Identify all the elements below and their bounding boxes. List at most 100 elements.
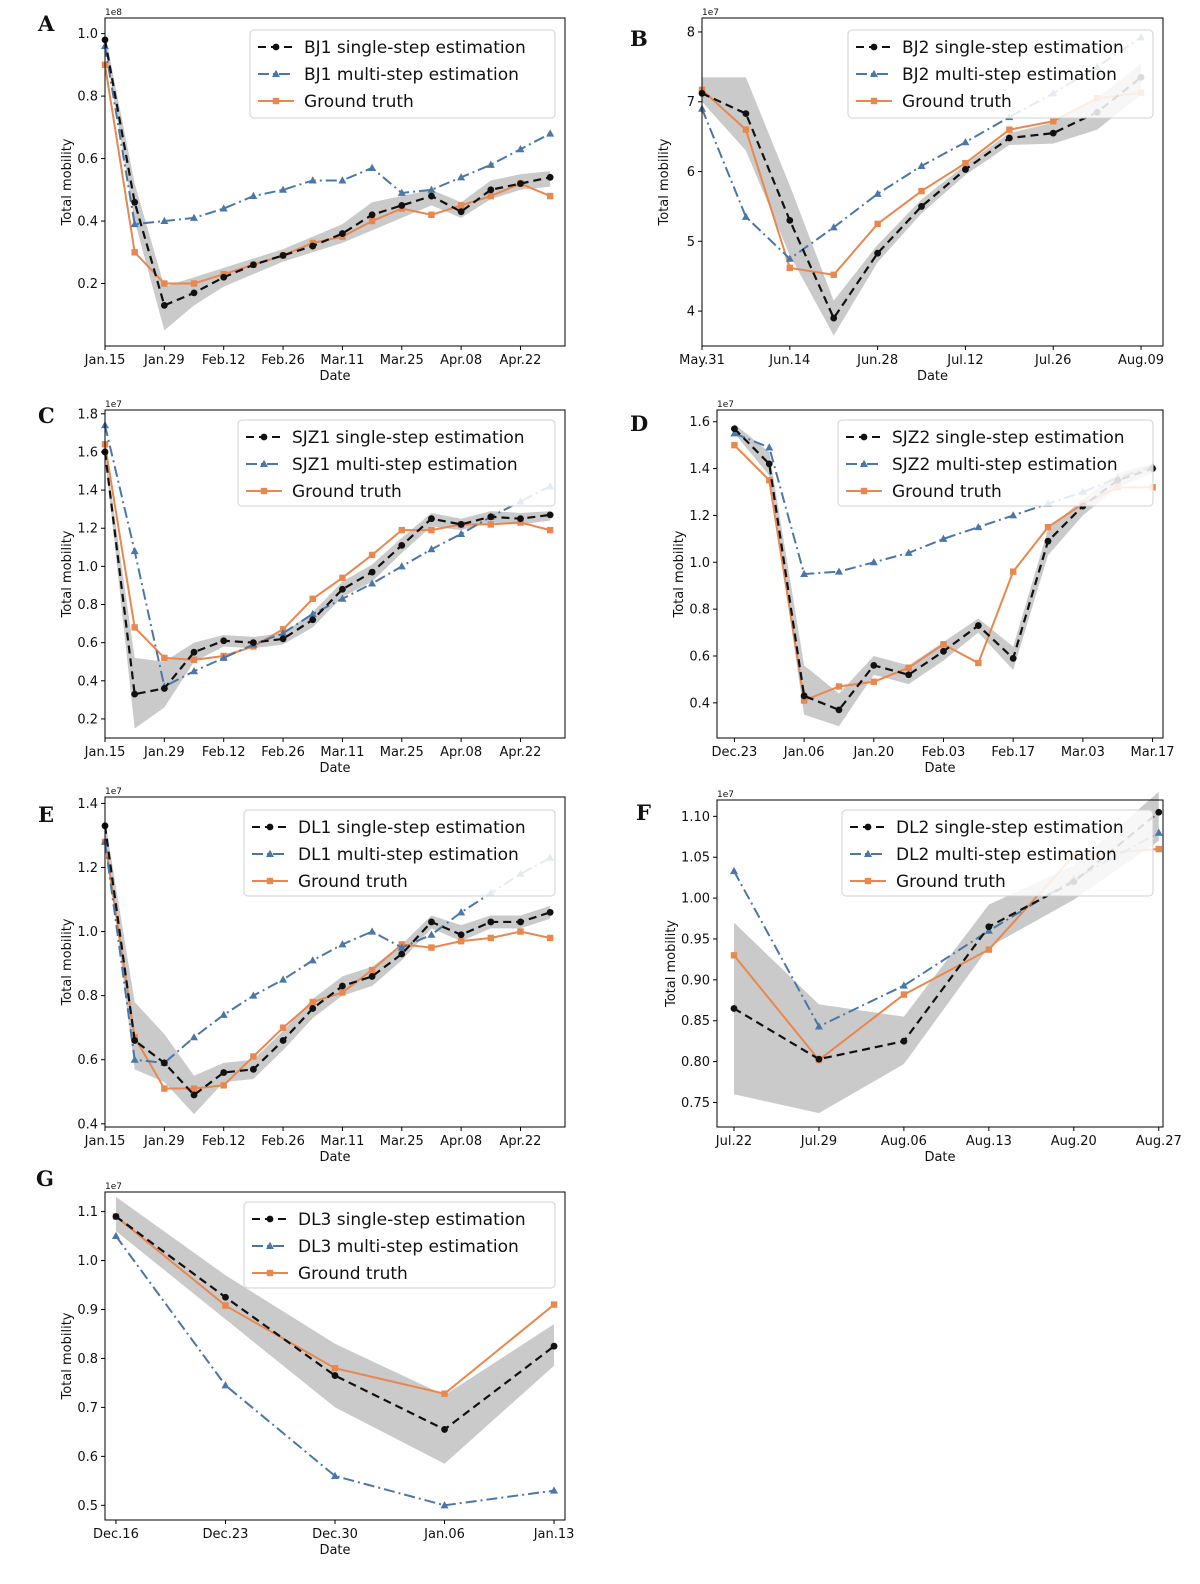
data-point-single (1009, 654, 1017, 662)
data-point-single (457, 521, 465, 528)
x-tick-label: Aug.06 (881, 1134, 927, 1149)
legend-box (243, 809, 556, 897)
data-point-single (339, 230, 346, 237)
x-tick-label: Dec.23 (712, 745, 758, 760)
legend-marker-single (864, 823, 872, 831)
y-tick-label: 0.90 (681, 973, 710, 988)
data-point-truth (874, 220, 881, 228)
data-point-single (900, 1037, 908, 1045)
data-point-multi (486, 160, 495, 168)
y-tick-label: 0.6 (77, 152, 98, 167)
y-tick-label: 0.6 (689, 650, 710, 665)
x-tick-label: Jan.29 (143, 1134, 185, 1149)
data-point-single (874, 249, 882, 257)
data-point-multi (829, 223, 838, 231)
data-point-truth (457, 937, 465, 945)
legend-marker-multi (260, 459, 268, 467)
data-point-multi (397, 943, 406, 951)
data-point-multi (130, 1055, 139, 1063)
legend: SJZ1 single-step estimation SJZ1 multi-st… (237, 419, 556, 507)
axis-scale-label: 1e8 (105, 8, 122, 18)
axes-frame (716, 409, 1164, 739)
data-point-multi (1154, 828, 1163, 836)
y-tick-label: 0.8 (689, 603, 710, 618)
y-tick-label: 5 (687, 235, 695, 250)
x-tick-label: Apr.08 (440, 353, 482, 368)
chart-panel-A: A 0.2 0.4 0.6 0.8 1.0 Jan.15 Jan.29 Feb.12 Feb.26… (37, 8, 566, 384)
data-point-truth (161, 1085, 168, 1092)
legend-marker-multi (860, 459, 868, 467)
confidence-band (105, 448, 551, 729)
x-tick-label: Apr.22 (499, 1134, 541, 1149)
data-point-single (786, 216, 794, 224)
legend-marker-truth (272, 97, 280, 105)
y-tick-label: 1.6 (689, 415, 710, 430)
y-tick-label: 0.85 (681, 1014, 710, 1029)
data-point-multi (800, 569, 809, 577)
data-point-single (1049, 129, 1057, 137)
series-line-multi (104, 45, 551, 226)
y-tick-label: 0.8 (77, 1352, 98, 1367)
y-tick-label: 1.4 (689, 462, 710, 477)
data-point-multi (457, 529, 466, 537)
legend-label-truth: Ground truth (896, 872, 1006, 892)
axes-frame (716, 799, 1164, 1128)
data-point-single (368, 973, 376, 980)
data-point-single (487, 918, 495, 926)
x-tick-label: Jul.26 (1034, 353, 1071, 368)
y-tick-label: 0.95 (681, 932, 710, 947)
data-point-single (487, 186, 495, 194)
series-line-multi (104, 425, 551, 688)
x-tick-label: Mar.25 (380, 353, 424, 368)
chart-panel-F: F 0.75 0.80 0.85 0.90 0.95 1.00 1.05 1.10 Jul.22 J… (636, 790, 1182, 1165)
legend-box (837, 419, 1154, 507)
data-point-multi (785, 254, 794, 262)
data-point-multi (974, 522, 983, 531)
data-point-truth (131, 624, 138, 631)
axes-frame (104, 17, 566, 347)
data-point-single (918, 203, 925, 210)
y-tick-label: 1.4 (77, 797, 98, 812)
data-point-truth (800, 697, 808, 704)
data-point-multi (939, 534, 948, 542)
data-point-single (249, 261, 257, 269)
y-axis-title: Total mobility (60, 1312, 75, 1400)
data-point-multi (221, 1381, 230, 1389)
x-tick-label: Aug.27 (1136, 1134, 1182, 1149)
x-tick-label: Dec.16 (93, 1527, 139, 1542)
y-tick-label: 8 (687, 25, 695, 40)
data-point-single (550, 1342, 558, 1350)
y-tick-label: 1.1 (77, 1205, 98, 1220)
data-point-multi (338, 594, 347, 602)
data-point-single (742, 110, 750, 118)
data-point-multi (130, 546, 139, 555)
y-tick-label: 0.75 (681, 1096, 710, 1111)
x-tick-label: Feb.17 (991, 745, 1035, 760)
data-point-single (428, 192, 435, 200)
data-point-multi (368, 579, 377, 587)
data-point-truth (900, 991, 908, 998)
data-point-multi (219, 204, 228, 212)
x-tick-label: Mar.11 (320, 1134, 364, 1149)
legend-label-single: DL2 single-step estimation (896, 818, 1124, 838)
x-tick-label: Jan.29 (143, 353, 185, 368)
y-tick-label: 0.9 (77, 1303, 98, 1318)
x-tick-label: Jan.20 (852, 745, 894, 760)
legend-marker-multi (266, 1241, 274, 1249)
panel-letter: E (38, 802, 54, 827)
x-tick-label: Aug.20 (1051, 1134, 1097, 1149)
data-point-single (339, 982, 346, 990)
y-axis-title: Total mobility (664, 920, 679, 1008)
data-point-truth (368, 217, 376, 225)
panel-letter: G (36, 1166, 54, 1191)
axes-frame (701, 17, 1164, 347)
legend-marker-multi (864, 849, 872, 857)
data-point-multi (219, 1010, 228, 1018)
data-point-single (368, 211, 376, 219)
data-point-single (220, 273, 228, 281)
y-tick-label: 0.6 (77, 1450, 98, 1465)
series-line-single (103, 451, 551, 696)
y-tick-label: 1.2 (77, 861, 98, 876)
y-axis-title: Total mobility (60, 530, 75, 618)
y-tick-label: 1.4 (77, 484, 98, 499)
